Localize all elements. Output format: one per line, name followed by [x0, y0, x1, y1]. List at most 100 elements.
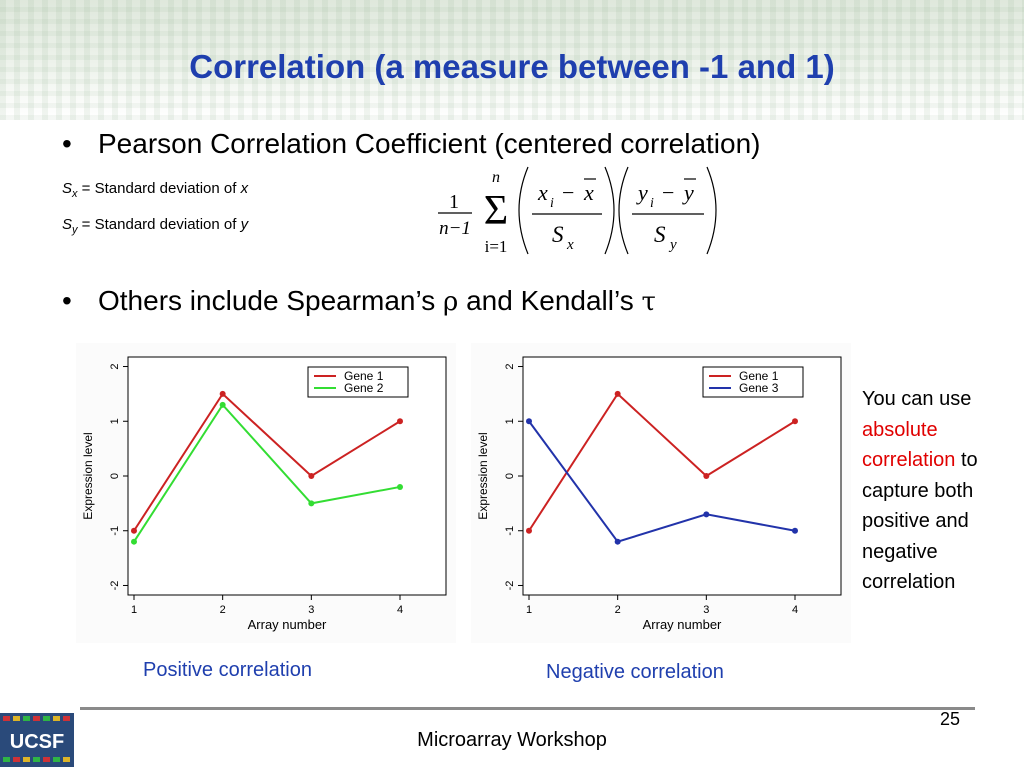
series-line-1 — [528, 392, 796, 532]
term-minus-1: − — [562, 180, 574, 205]
bullet-marker-2: • — [62, 285, 72, 316]
legend-label: Gene 2 — [344, 381, 384, 395]
bullet-others: • Others include Spearman’s ρ and Kendall… — [62, 285, 656, 317]
x-tick-label: 3 — [703, 604, 709, 616]
y-tick-label: -1 — [504, 526, 516, 536]
x-axis-label: Array number — [248, 617, 327, 632]
definition-sx: Sx = Standard deviation of x — [62, 180, 248, 200]
y-tick-label: 1 — [109, 418, 121, 424]
x-tick-label: 2 — [220, 604, 226, 616]
data-point — [397, 483, 403, 490]
y-tick-label: 2 — [504, 363, 516, 369]
side-note: You can use absolute correlation to captu… — [862, 384, 1022, 598]
tau-symbol: τ — [641, 287, 656, 317]
y-tick-label: -2 — [504, 581, 516, 591]
x-tick-label: 4 — [397, 604, 403, 616]
rho-symbol: ρ — [443, 287, 459, 317]
term-yi-subscript: i — [650, 196, 654, 211]
y-axis-label: Expression level — [81, 432, 95, 519]
sx-equals: = — [77, 180, 95, 197]
sigma-icon: Σ — [484, 188, 508, 234]
paren-left-2 — [618, 166, 629, 255]
y-tick-label: 0 — [109, 473, 121, 479]
paren-right-1 — [604, 166, 615, 255]
data-point — [792, 418, 798, 425]
data-point — [703, 473, 710, 479]
sy-variable: y — [240, 216, 249, 233]
data-point — [131, 527, 137, 534]
y-tick-label: 0 — [504, 473, 516, 479]
term-ybar: y — [682, 180, 694, 205]
data-point — [703, 511, 710, 518]
slide-title: Correlation (a measure between -1 and 1) — [189, 48, 835, 85]
x-tick-label: 1 — [131, 604, 137, 616]
y-axis-label: Expression level — [476, 432, 490, 519]
term-sx: S — [552, 222, 564, 247]
x-axis-label: Array number — [643, 617, 722, 632]
others-and: and Kendall’s — [458, 285, 642, 316]
sy-subscript: y — [72, 224, 78, 236]
series-line-1 — [133, 392, 401, 532]
y-tick-label: -2 — [109, 581, 121, 591]
data-point — [614, 390, 621, 397]
y-tick-label: 1 — [504, 418, 516, 424]
chart-negative: 1 2 3 4 -2 -1 0 1 2 Array number Expression level G… — [476, 356, 842, 632]
footer-divider — [80, 707, 975, 710]
chart-negative-panel: 1 2 3 4 -2 -1 0 1 2 Array number Expression level G… — [471, 343, 851, 643]
side-note-part2: to capture both positive and negative co… — [862, 449, 978, 593]
caption-positive: Positive correlation — [143, 659, 312, 681]
sx-text: Standard deviation of — [94, 180, 241, 197]
formula-n-minus-1: n−1 — [439, 218, 471, 239]
data-point — [792, 527, 798, 534]
term-sx-subscript: x — [566, 237, 574, 253]
y-tick-label: -1 — [109, 526, 121, 536]
bullet-pearson-text: Pearson Correlation Coefficient (centere… — [98, 128, 761, 159]
sx-variable: x — [240, 180, 249, 197]
others-prefix: Others include Spearman’s — [98, 285, 443, 316]
sy-symbol: S — [62, 216, 73, 233]
term-xi: x — [537, 180, 548, 205]
data-point — [308, 473, 315, 479]
data-point — [219, 390, 226, 397]
ucsf-logo: UCSF — [0, 713, 74, 767]
x-tick-label: 3 — [308, 604, 314, 616]
page-number: 25 — [940, 709, 961, 729]
sx-symbol: S — [62, 180, 73, 197]
header-background — [0, 0, 1024, 120]
chart-positive-panel: 1 2 3 4 -2 -1 0 1 2 Array number Expression level G… — [76, 343, 456, 643]
sum-upper-limit: n — [492, 169, 500, 186]
data-point — [397, 418, 403, 425]
series-line-2 — [528, 420, 796, 543]
legend-label: Gene 3 — [739, 381, 779, 395]
term-xbar: x — [583, 180, 594, 205]
term-sy-subscript: y — [668, 237, 677, 253]
paren-left-1 — [518, 166, 529, 255]
bullet-pearson: • Pearson Correlation Coefficient (center… — [62, 128, 760, 160]
term-yi: y — [636, 180, 648, 205]
term-sy: S — [654, 222, 666, 247]
chart-positive: 1 2 3 4 -2 -1 0 1 2 Array number Expression level G… — [81, 356, 447, 632]
legend-label: Gene 1 — [739, 369, 779, 383]
series-line-2 — [133, 403, 401, 543]
sum-lower-limit: i=1 — [485, 237, 508, 256]
data-point — [526, 418, 532, 425]
definition-sy: Sy = Standard deviation of y — [62, 216, 248, 236]
side-note-part1: You can use — [862, 388, 972, 410]
y-tick-label: 2 — [109, 363, 121, 369]
x-tick-label: 4 — [792, 604, 798, 616]
bullet-marker: • — [62, 128, 72, 159]
footer-text: Microarray Workshop — [417, 729, 607, 751]
x-tick-label: 1 — [526, 604, 532, 616]
side-note-highlight-2: correlation — [862, 449, 956, 471]
legend-label: Gene 1 — [344, 369, 384, 383]
paren-right-2 — [706, 166, 717, 255]
data-point — [131, 538, 137, 545]
sx-subscript: x — [72, 188, 78, 200]
data-point — [219, 401, 226, 408]
data-point — [614, 538, 621, 545]
caption-negative: Negative correlation — [546, 661, 724, 683]
sy-equals: = — [77, 216, 95, 233]
pearson-formula: 1 n−1 n Σ i=1 x i − x S x y i − y S y — [438, 166, 717, 256]
term-xi-subscript: i — [550, 196, 554, 211]
legend-box — [702, 366, 804, 398]
